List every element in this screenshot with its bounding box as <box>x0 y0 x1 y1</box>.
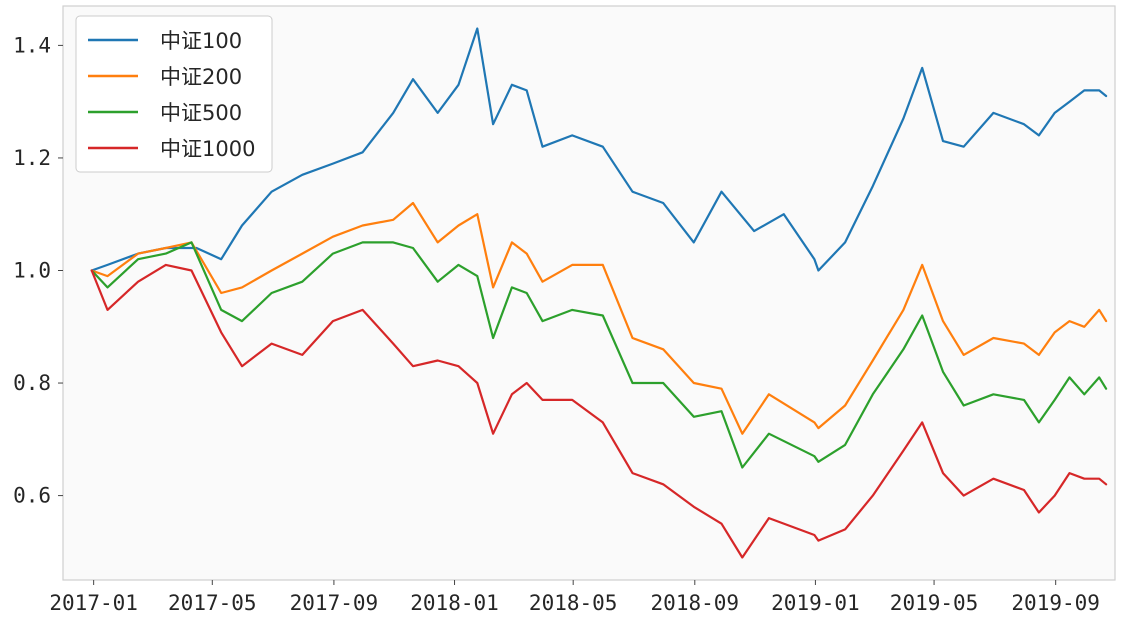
series-line-0 <box>90 27 1108 272</box>
x-tick-label: 2017-01 <box>49 591 138 615</box>
y-tick-label: 0.8 <box>13 371 51 395</box>
y-axis: 0.6 0.8 1.0 1.2 1.4 <box>13 33 63 508</box>
legend-label: 中证500 <box>160 101 242 125</box>
y-tick-label: 1.0 <box>13 258 51 282</box>
x-tick-label: 2018-09 <box>651 591 740 615</box>
legend-box <box>75 15 273 173</box>
x-tick-label: 2019-09 <box>1011 591 1100 615</box>
y-tick-label: 0.6 <box>13 484 51 508</box>
y-tick-label: 1.2 <box>13 146 51 170</box>
x-tick-label: 2018-05 <box>529 591 618 615</box>
series-line-1 <box>90 201 1108 435</box>
x-tick-label: 2019-01 <box>771 591 860 615</box>
x-tick-label: 2018-01 <box>410 591 499 615</box>
legend: 中证100 中证200 中证500 中证1000 <box>75 15 273 173</box>
x-tick-label: 2017-05 <box>168 591 257 615</box>
legend-label: 中证1000 <box>160 137 255 161</box>
x-axis: 2017-01 2017-05 2017-09 2018-01 2018-05 2018-… <box>49 580 1100 615</box>
series-layer <box>90 27 1108 559</box>
series-line-3 <box>90 263 1108 559</box>
legend-label: 中证200 <box>160 65 242 89</box>
series-line-2 <box>90 241 1108 469</box>
x-tick-label: 2019-05 <box>890 591 979 615</box>
x-tick-label: 2017-09 <box>290 591 379 615</box>
legend-label: 中证100 <box>160 29 242 53</box>
y-tick-label: 1.4 <box>13 33 51 57</box>
